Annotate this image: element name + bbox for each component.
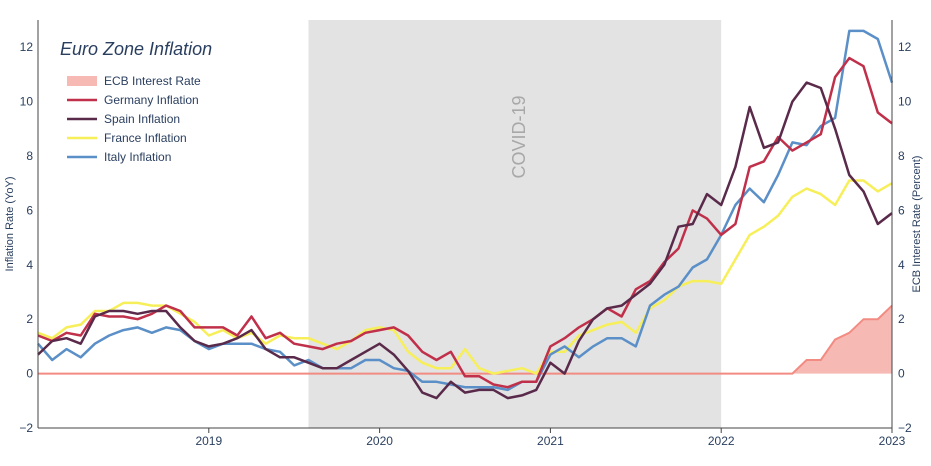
y-left-tick-label: −2 xyxy=(19,421,33,435)
y-right-tick-label: −2 xyxy=(898,421,912,435)
legend-swatch-ecb-interest-rate xyxy=(67,76,97,86)
y-right-tick-label: 4 xyxy=(898,258,905,272)
covid-shaded-region xyxy=(308,20,722,428)
y-axis-left-title: Inflation Rate (YoY) xyxy=(4,177,16,272)
x-tick-label: 2019 xyxy=(195,434,222,448)
y-right-tick-label: 10 xyxy=(898,95,912,109)
series-line-france-inflation xyxy=(37,179,893,375)
series-line-germany-inflation xyxy=(37,56,893,389)
x-tick-label: 2023 xyxy=(879,434,906,448)
legend-label-spain-inflation: Spain Inflation xyxy=(104,112,180,126)
y-left-tick-label: 8 xyxy=(26,149,33,163)
x-tick-label: 2022 xyxy=(708,434,735,448)
series-line-spain-inflation xyxy=(37,81,893,400)
legend-label-france-inflation: France Inflation xyxy=(104,131,187,145)
y-axis-right-title: ECB Interest Rate (Percent) xyxy=(911,156,923,293)
y-left-tick-label: 6 xyxy=(26,203,33,217)
series-area-ecb-interest-rate xyxy=(38,305,892,374)
x-tick-label: 2020 xyxy=(366,434,393,448)
legend-label-italy-inflation: Italy Inflation xyxy=(104,150,171,164)
x-tick-label: 2021 xyxy=(537,434,564,448)
legend-label-ecb-interest-rate: ECB Interest Rate xyxy=(104,74,201,88)
y-right-tick-label: 12 xyxy=(898,40,912,54)
y-right-tick-label: 6 xyxy=(898,203,905,217)
y-left-tick-label: 0 xyxy=(26,367,33,381)
covid-region-label: COVID-19 xyxy=(509,95,529,178)
chart-title: Euro Zone Inflation xyxy=(60,39,212,59)
y-right-tick-label: 0 xyxy=(898,367,905,381)
y-left-tick-label: 12 xyxy=(20,40,34,54)
series-line-italy-inflation xyxy=(37,29,894,392)
legend-label-germany-inflation: Germany Inflation xyxy=(104,93,199,107)
y-right-tick-label: 2 xyxy=(898,312,905,326)
y-right-tick-label: 8 xyxy=(898,149,905,163)
y-left-tick-label: 2 xyxy=(26,312,33,326)
series-line-ecb-interest-rate xyxy=(38,304,893,375)
y-left-tick-label: 4 xyxy=(26,258,33,272)
y-left-tick-label: 10 xyxy=(20,95,34,109)
